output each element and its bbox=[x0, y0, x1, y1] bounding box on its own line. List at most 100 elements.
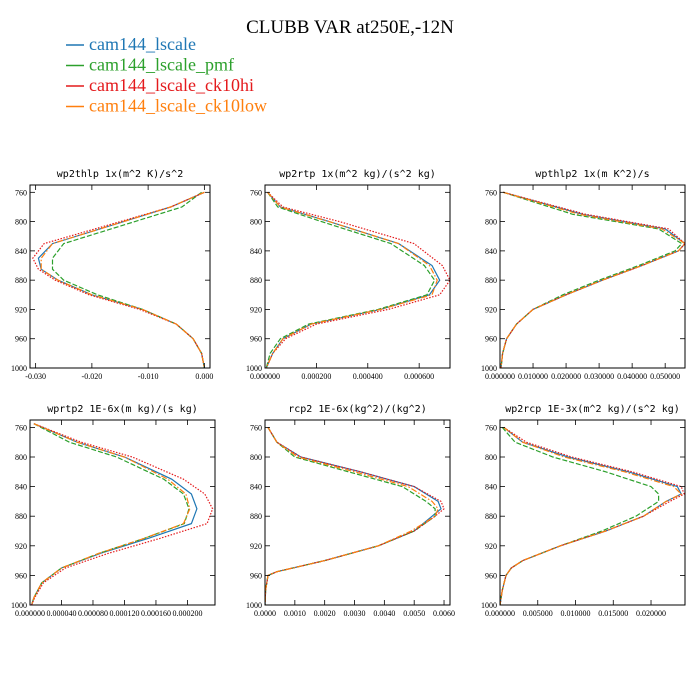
y-tick-label: 920 bbox=[485, 542, 497, 551]
x-tick-label: 0.000200 bbox=[172, 609, 202, 618]
x-tick-label: 0.010000 bbox=[518, 372, 548, 381]
y-tick-label: 880 bbox=[485, 512, 497, 521]
y-tick-label: 760 bbox=[15, 188, 27, 197]
series-line-cam144_lscale_ck10low bbox=[500, 426, 683, 605]
panel-6: wp2rcp 1E-3x(m^2 kg)/(s^2 kg) 760 800 840 88… bbox=[481, 404, 686, 618]
x-tick-label: 0.015000 bbox=[598, 609, 628, 618]
series-line-cam144_lscale_ck10hi bbox=[32, 191, 205, 368]
panel-title: wp2rcp 1E-3x(m^2 kg)/(s^2 kg) bbox=[505, 404, 680, 415]
y-tick-label: 840 bbox=[485, 247, 497, 256]
y-tick-label: 800 bbox=[15, 218, 27, 227]
y-tick-label: 840 bbox=[250, 247, 262, 256]
y-tick-label: 920 bbox=[485, 305, 497, 314]
panel-3: wpthlp2 1x(m K^2)/s 760 800 840 880 920 960 100… bbox=[481, 169, 686, 381]
series-line-cam144_lscale_pmf bbox=[265, 191, 436, 368]
x-tick-label: 0.050000 bbox=[650, 372, 680, 381]
y-tick-label: 840 bbox=[15, 247, 27, 256]
series-line-cam144_lscale_pmf bbox=[31, 423, 190, 605]
y-tick-label: 960 bbox=[250, 335, 262, 344]
x-tick-label: 0.000000 bbox=[250, 372, 280, 381]
series-line-cam144_lscale bbox=[500, 426, 683, 605]
series-line-cam144_lscale_pmf bbox=[500, 427, 660, 605]
panel-title: wp2thlp 1x(m^2 K)/s^2 bbox=[57, 169, 183, 180]
series-line-cam144_lscale bbox=[500, 191, 685, 368]
x-tick-label: 0.000000 bbox=[485, 372, 515, 381]
y-tick-label: 880 bbox=[15, 512, 27, 521]
panels: wp2thlp 1x(m^2 K)/s^2 760 800 840 880 920 960 1… bbox=[11, 169, 686, 618]
panel-2: wp2rtp 1x(m^2 kg)/(s^2 kg) 760 800 840 880 92… bbox=[246, 169, 451, 381]
panel-5: rcp2 1E-6x(kg^2)/(kg^2) 760 800 840 880 920 96… bbox=[246, 404, 455, 618]
x-tick-label: 0.000040 bbox=[46, 609, 76, 618]
y-tick-label: 800 bbox=[250, 218, 262, 227]
y-tick-label: 800 bbox=[485, 218, 497, 227]
x-tick-label: 0.030000 bbox=[584, 372, 614, 381]
series-line-cam144_lscale_ck10low bbox=[500, 191, 685, 368]
y-tick-label: 1000 bbox=[11, 364, 27, 373]
legend-entry: cam144_lscale_ck10hi bbox=[89, 75, 254, 95]
y-tick-label: 760 bbox=[250, 423, 262, 432]
legend-entry: cam144_lscale bbox=[89, 34, 196, 54]
x-tick-label: 0.000000 bbox=[485, 609, 515, 618]
plot-frame bbox=[264, 419, 451, 606]
panel-title: wpthlp2 1x(m K^2)/s bbox=[535, 169, 649, 180]
y-tick-label: 960 bbox=[485, 335, 497, 344]
y-tick-label: 760 bbox=[485, 188, 497, 197]
y-tick-label: 960 bbox=[485, 571, 497, 580]
y-tick-label: 880 bbox=[250, 276, 262, 285]
series-line-cam144_lscale_ck10low bbox=[40, 191, 205, 368]
y-tick-label: 920 bbox=[250, 542, 262, 551]
legend-entry: cam144_lscale_ck10low bbox=[89, 96, 267, 116]
series-line-cam144_lscale bbox=[31, 423, 198, 605]
y-tick-label: 880 bbox=[15, 276, 27, 285]
y-tick-label: 960 bbox=[15, 571, 27, 580]
x-tick-label: 0.000200 bbox=[301, 372, 331, 381]
x-tick-label: 0.0040 bbox=[373, 609, 395, 618]
x-tick-label: 0.0030 bbox=[344, 609, 366, 618]
y-tick-label: 840 bbox=[15, 483, 27, 492]
panel-title: rcp2 1E-6x(kg^2)/(kg^2) bbox=[288, 404, 426, 415]
plot-frame bbox=[499, 184, 686, 369]
y-tick-label: 960 bbox=[15, 335, 27, 344]
panel-title: wp2rtp 1x(m^2 kg)/(s^2 kg) bbox=[279, 169, 436, 180]
x-tick-label: -0.020 bbox=[82, 372, 103, 381]
panel-4: wprtp2 1E-6x(m kg)/(s kg) 760 800 840 880 920… bbox=[11, 404, 216, 618]
y-tick-label: 760 bbox=[250, 188, 262, 197]
series-line-cam144_lscale_pmf bbox=[500, 191, 683, 368]
x-tick-label: -0.010 bbox=[138, 372, 159, 381]
plot-frame bbox=[499, 419, 686, 606]
series-line-cam144_lscale_ck10low bbox=[31, 423, 191, 605]
x-tick-label: 0.020000 bbox=[551, 372, 581, 381]
series-line-cam144_lscale_ck10hi bbox=[31, 423, 214, 605]
y-tick-label: 920 bbox=[15, 305, 27, 314]
x-tick-label: 0.0010 bbox=[284, 609, 306, 618]
y-tick-label: 760 bbox=[15, 423, 27, 432]
plot-frame bbox=[29, 419, 216, 606]
series-line-cam144_lscale_ck10low bbox=[265, 191, 438, 368]
series-line-cam144_lscale_ck10hi bbox=[265, 191, 450, 368]
x-tick-label: 0.000600 bbox=[404, 372, 434, 381]
legend-entry: cam144_lscale_pmf bbox=[89, 55, 234, 75]
figure-title: CLUBB VAR at250E,-12N bbox=[246, 17, 454, 38]
panel-title: wprtp2 1E-6x(m kg)/(s kg) bbox=[47, 404, 198, 415]
x-tick-label: 0.020000 bbox=[636, 609, 666, 618]
y-tick-label: 1000 bbox=[246, 364, 262, 373]
panel-1: wp2thlp 1x(m^2 K)/s^2 760 800 840 880 920 960 1… bbox=[11, 169, 213, 381]
series-line-cam144_lscale_pmf bbox=[265, 427, 436, 605]
series-line-cam144_lscale_ck10hi bbox=[500, 426, 685, 605]
y-tick-label: 880 bbox=[250, 512, 262, 521]
series-line-cam144_lscale_ck10hi bbox=[500, 191, 685, 368]
y-tick-label: 920 bbox=[250, 305, 262, 314]
x-tick-label: -0.030 bbox=[25, 372, 46, 381]
y-tick-label: 1000 bbox=[246, 601, 262, 610]
y-tick-label: 800 bbox=[15, 453, 27, 462]
x-tick-label: 0.000120 bbox=[109, 609, 139, 618]
y-tick-label: 1000 bbox=[481, 601, 497, 610]
x-tick-label: 0.0020 bbox=[314, 609, 336, 618]
x-tick-label: 0.010000 bbox=[561, 609, 591, 618]
x-tick-label: 0.000 bbox=[195, 372, 213, 381]
plot-frame bbox=[264, 184, 451, 369]
x-tick-label: 0.040000 bbox=[617, 372, 647, 381]
x-tick-label: 0.0050 bbox=[403, 609, 425, 618]
legend: cam144_lscalecam144_lscale_pmfcam144_lsc… bbox=[66, 34, 267, 116]
x-tick-label: 0.005000 bbox=[523, 609, 553, 618]
